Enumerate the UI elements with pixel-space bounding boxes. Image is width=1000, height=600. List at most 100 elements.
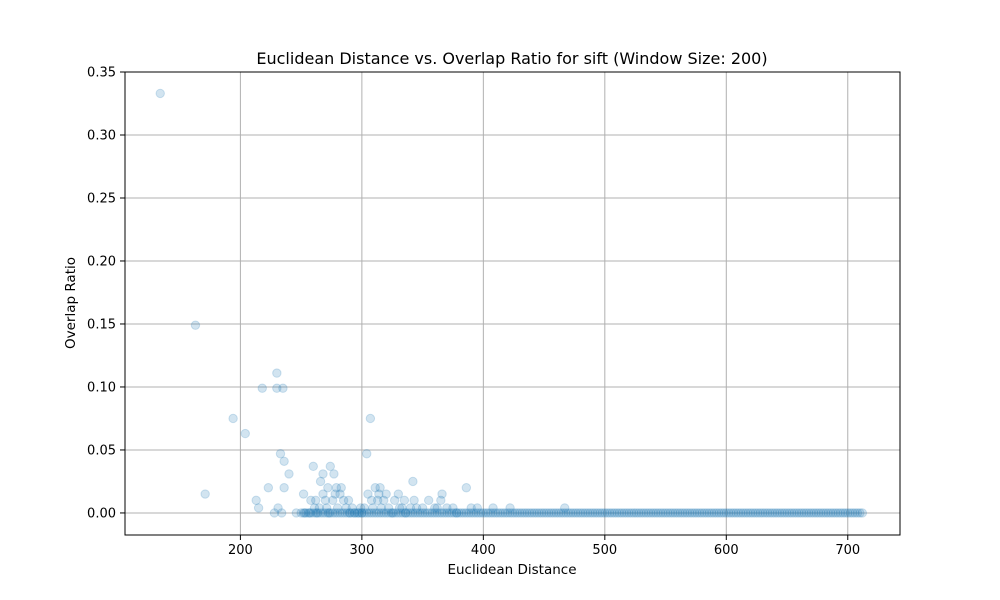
- data-point: [697, 508, 707, 518]
- data-point: [300, 508, 310, 518]
- data-point: [461, 483, 472, 493]
- data-point: [488, 508, 498, 518]
- data-point: [330, 489, 340, 499]
- data-point: [585, 508, 595, 518]
- data-point: [417, 508, 428, 518]
- data-point: [711, 508, 722, 518]
- data-point: [437, 508, 447, 518]
- data-point: [811, 508, 821, 518]
- data-point: [338, 495, 349, 506]
- data-point: [648, 508, 659, 518]
- data-point: [415, 508, 425, 518]
- data-point: [366, 508, 377, 518]
- data-point: [303, 508, 314, 518]
- data-point: [364, 508, 374, 518]
- data-point: [308, 508, 318, 518]
- data-point: [381, 508, 391, 518]
- y-tick-label: 0.20: [87, 254, 116, 269]
- data-point: [505, 503, 515, 513]
- data-point: [636, 508, 646, 518]
- data-point: [381, 489, 391, 499]
- data-point: [707, 508, 717, 518]
- data-point: [743, 508, 753, 518]
- data-point: [352, 508, 362, 518]
- data-point: [690, 508, 700, 518]
- data-point: [347, 503, 357, 513]
- data-point: [777, 508, 787, 518]
- data-point: [296, 508, 306, 518]
- data-point: [439, 508, 450, 518]
- data-point: [311, 495, 321, 506]
- data-point: [413, 508, 423, 518]
- data-point: [539, 508, 549, 518]
- data-point: [391, 508, 401, 518]
- data-point: [806, 508, 817, 518]
- data-point: [677, 508, 688, 518]
- data-point: [847, 508, 858, 518]
- data-point: [566, 508, 576, 518]
- data-point: [328, 508, 338, 518]
- data-point: [417, 503, 428, 513]
- x-tick-label: 300: [349, 543, 374, 558]
- data-point: [279, 483, 289, 493]
- data-point: [320, 508, 331, 518]
- data-point: [372, 495, 383, 506]
- data-point: [331, 483, 342, 493]
- data-point: [388, 508, 399, 518]
- data-point: [765, 508, 775, 518]
- data-point: [454, 508, 464, 518]
- data-point: [551, 508, 561, 518]
- data-point: [568, 508, 578, 518]
- data-point: [394, 503, 405, 513]
- data-point: [736, 508, 746, 518]
- data-point: [852, 508, 863, 518]
- data-point: [833, 508, 843, 518]
- data-point: [500, 508, 510, 518]
- plot-frame: [124, 71, 901, 536]
- data-point: [631, 508, 642, 518]
- data-point: [801, 508, 812, 518]
- data-point: [278, 383, 288, 393]
- data-point: [324, 508, 334, 518]
- data-point: [646, 508, 656, 518]
- data-point: [332, 503, 343, 513]
- data-point: [522, 508, 532, 518]
- data-point: [524, 508, 535, 518]
- data-point: [366, 495, 377, 506]
- data-point: [685, 508, 695, 518]
- data-point: [714, 508, 724, 518]
- data-point: [400, 508, 411, 518]
- data-point: [726, 508, 736, 518]
- data-point: [400, 508, 411, 518]
- data-point: [621, 508, 632, 518]
- data-point: [379, 495, 389, 506]
- data-point: [549, 508, 559, 518]
- data-point: [379, 508, 389, 518]
- data-point: [311, 508, 321, 518]
- data-point: [353, 508, 363, 518]
- data-point: [476, 508, 486, 518]
- data-point: [272, 383, 282, 393]
- data-point: [653, 508, 663, 518]
- data-point: [335, 489, 345, 499]
- data-point: [405, 508, 416, 518]
- data-point: [315, 476, 326, 487]
- data-point: [370, 483, 380, 493]
- data-point: [753, 508, 763, 518]
- data-point: [488, 503, 498, 513]
- data-point: [362, 508, 372, 518]
- data-point: [544, 508, 554, 518]
- data-point: [838, 508, 848, 518]
- x-tick-label: 400: [471, 543, 496, 558]
- data-point: [451, 508, 462, 518]
- data-point: [473, 508, 484, 518]
- data-point: [318, 469, 328, 479]
- data-point: [850, 508, 860, 518]
- data-point: [291, 508, 301, 518]
- data-point: [617, 508, 627, 518]
- data-point: [680, 508, 690, 518]
- data-point: [298, 508, 309, 518]
- data-point: [826, 508, 836, 518]
- data-point: [595, 508, 605, 518]
- data-point: [536, 508, 547, 518]
